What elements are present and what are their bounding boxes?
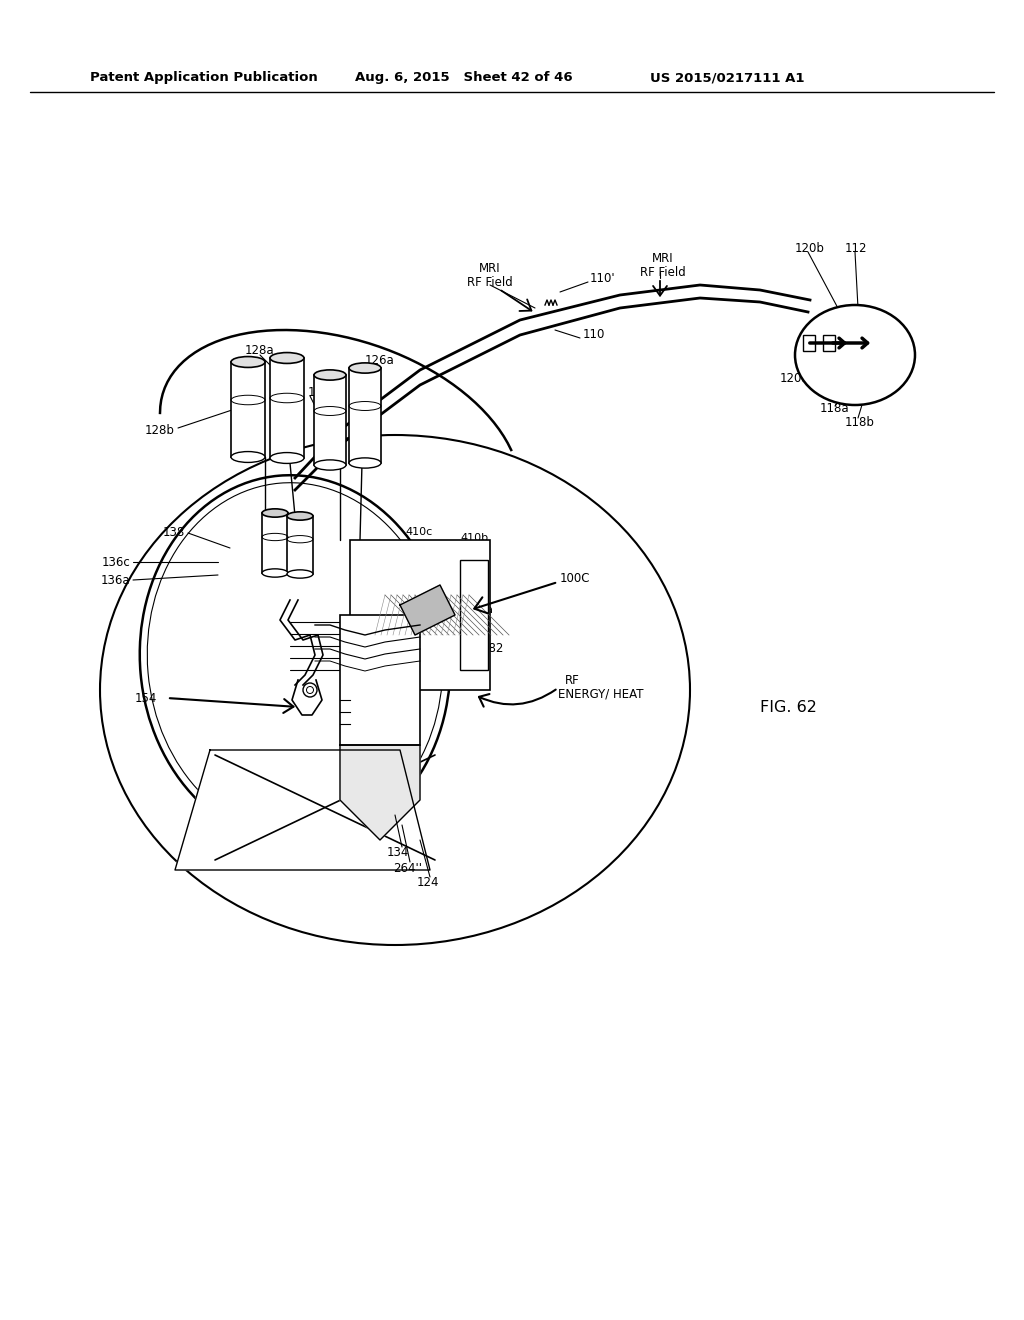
Bar: [460, 615, 488, 671]
Text: 138: 138: [163, 527, 185, 540]
Text: 264'': 264'': [393, 862, 423, 874]
Text: 110: 110: [583, 329, 605, 342]
Bar: [231, 362, 265, 457]
Ellipse shape: [147, 483, 442, 837]
Ellipse shape: [795, 305, 915, 405]
Ellipse shape: [349, 363, 381, 374]
Bar: [287, 516, 313, 574]
Text: 100C: 100C: [560, 572, 591, 585]
Text: 118b: 118b: [845, 416, 874, 429]
Text: RF Field: RF Field: [640, 265, 686, 279]
Text: 154: 154: [134, 692, 157, 705]
Ellipse shape: [287, 512, 313, 520]
Ellipse shape: [287, 570, 313, 578]
Text: 120b: 120b: [795, 242, 825, 255]
Text: 134: 134: [387, 846, 410, 859]
Bar: [349, 368, 381, 463]
Polygon shape: [175, 750, 430, 870]
Text: 126b: 126b: [308, 387, 338, 400]
Text: 128b: 128b: [145, 424, 175, 437]
Text: Aug. 6, 2015   Sheet 42 of 46: Aug. 6, 2015 Sheet 42 of 46: [355, 71, 572, 84]
Bar: [262, 513, 288, 573]
Ellipse shape: [231, 356, 265, 367]
Text: RF Field: RF Field: [467, 276, 513, 289]
Text: 126a: 126a: [365, 354, 394, 367]
Bar: [314, 375, 346, 465]
Text: FIG. 62: FIG. 62: [760, 701, 817, 715]
Bar: [803, 335, 815, 351]
Text: 136d: 136d: [358, 573, 386, 583]
Text: 178b: 178b: [425, 543, 454, 552]
Polygon shape: [340, 744, 420, 840]
Text: 410d: 410d: [390, 543, 418, 552]
Text: 136a: 136a: [100, 573, 130, 586]
Ellipse shape: [231, 451, 265, 462]
Text: 124: 124: [417, 876, 439, 890]
Text: 118a: 118a: [820, 401, 850, 414]
Text: 182: 182: [482, 642, 505, 655]
Ellipse shape: [314, 459, 346, 470]
Bar: [340, 615, 420, 744]
Text: 112: 112: [845, 242, 867, 255]
Text: 128a: 128a: [245, 343, 274, 356]
Text: L136b: L136b: [358, 587, 392, 597]
Ellipse shape: [270, 352, 304, 363]
Text: ENERGY/ HEAT: ENERGY/ HEAT: [558, 688, 643, 701]
Text: 120a: 120a: [780, 371, 810, 384]
Ellipse shape: [314, 370, 346, 380]
Text: 110': 110': [590, 272, 615, 285]
Ellipse shape: [100, 436, 690, 945]
Text: MRI: MRI: [652, 252, 674, 264]
Bar: [270, 358, 304, 458]
Text: 410b: 410b: [460, 533, 488, 543]
Text: 410c: 410c: [406, 527, 432, 537]
Ellipse shape: [306, 686, 313, 693]
Text: MRI: MRI: [479, 261, 501, 275]
Text: Patent Application Publication: Patent Application Publication: [90, 71, 317, 84]
Bar: [823, 335, 835, 351]
Text: US 2015/0217111 A1: US 2015/0217111 A1: [650, 71, 805, 84]
Ellipse shape: [270, 453, 304, 463]
Ellipse shape: [262, 508, 288, 517]
Ellipse shape: [303, 682, 317, 697]
Ellipse shape: [139, 475, 451, 845]
Text: 410a: 410a: [465, 605, 493, 615]
Text: 136c: 136c: [101, 556, 130, 569]
Text: RF: RF: [565, 673, 580, 686]
Bar: [350, 540, 490, 690]
Polygon shape: [400, 585, 455, 635]
Text: 178a: 178a: [445, 557, 473, 568]
Bar: [460, 560, 488, 671]
Ellipse shape: [349, 458, 381, 469]
Ellipse shape: [262, 569, 288, 577]
